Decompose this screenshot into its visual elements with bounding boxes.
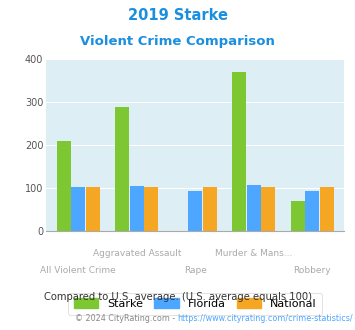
Legend: Starke, Florida, National: Starke, Florida, National (68, 293, 322, 315)
Bar (71, 187, 85, 231)
Text: All Violent Crime: All Violent Crime (40, 266, 116, 275)
Bar (144, 187, 158, 231)
Bar (320, 187, 334, 231)
Text: Rape: Rape (184, 266, 207, 275)
Text: Compared to U.S. average. (U.S. average equals 100): Compared to U.S. average. (U.S. average … (44, 292, 311, 302)
Bar (247, 185, 261, 231)
Bar (188, 191, 202, 231)
Bar (261, 187, 275, 231)
Bar (305, 191, 319, 231)
Bar (57, 141, 71, 231)
Text: Violent Crime Comparison: Violent Crime Comparison (80, 35, 275, 48)
Text: © 2024 CityRating.com -: © 2024 CityRating.com - (75, 314, 178, 323)
Bar (290, 201, 305, 231)
Text: Murder & Mans...: Murder & Mans... (215, 249, 293, 258)
Text: 2019 Starke: 2019 Starke (127, 8, 228, 23)
Text: Aggravated Assault: Aggravated Assault (93, 249, 181, 258)
Bar (130, 186, 144, 231)
Text: https://www.cityrating.com/crime-statistics/: https://www.cityrating.com/crime-statist… (178, 314, 353, 323)
Bar (203, 187, 217, 231)
Bar (232, 72, 246, 231)
Bar (86, 187, 100, 231)
Text: Robbery: Robbery (293, 266, 331, 275)
Bar (115, 107, 129, 231)
